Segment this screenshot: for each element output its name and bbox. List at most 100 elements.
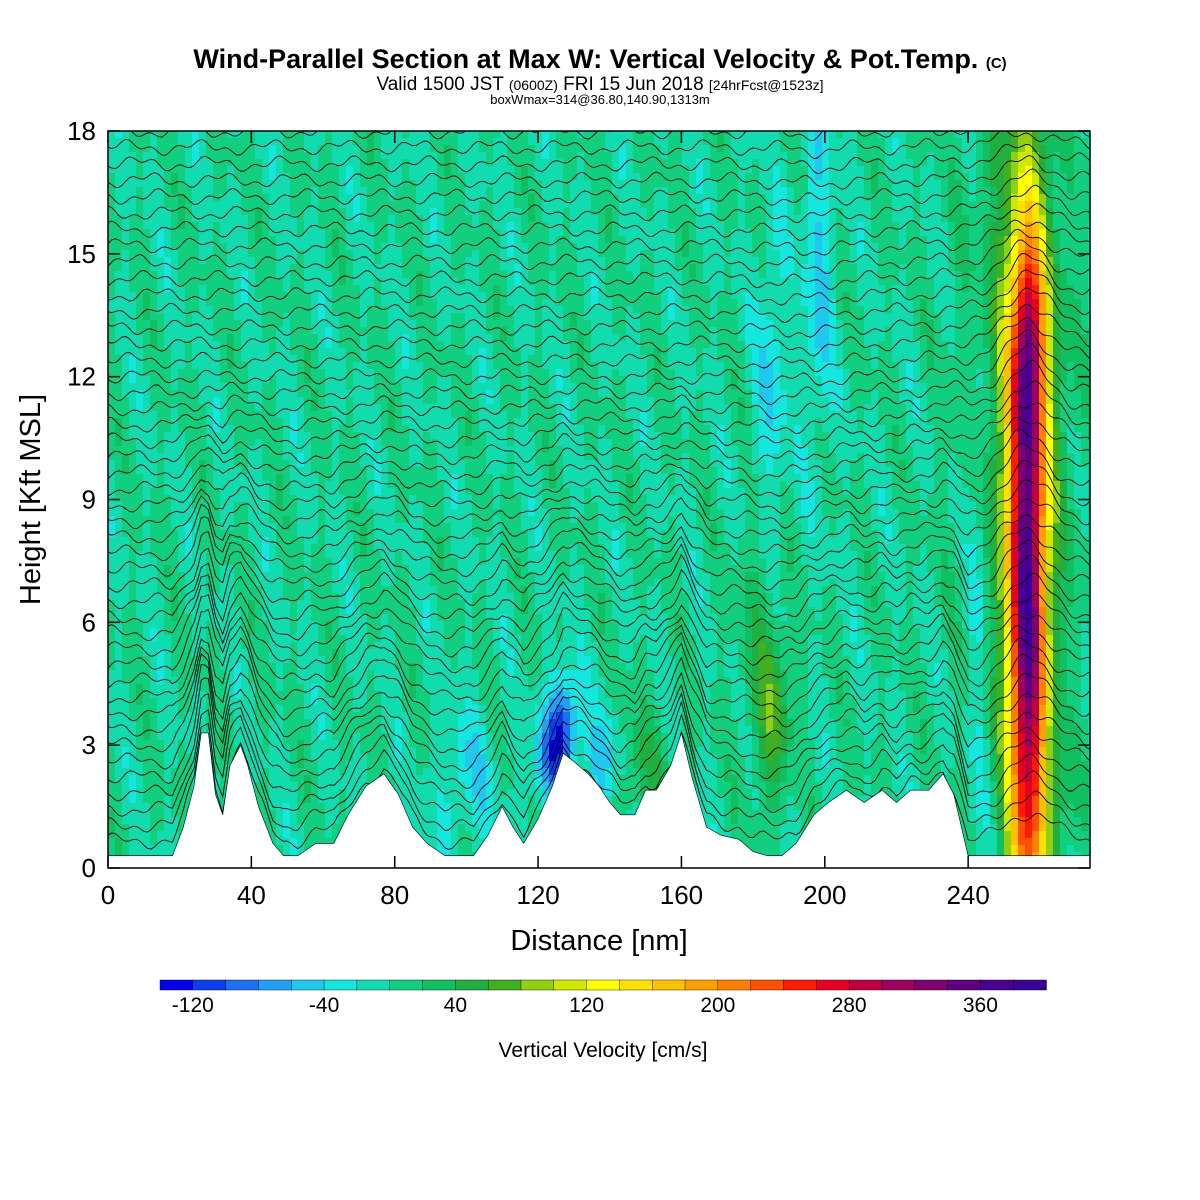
w-cell	[759, 306, 767, 314]
w-cell	[899, 145, 907, 153]
w-cell	[633, 208, 641, 216]
w-cell	[1088, 313, 1090, 321]
w-cell	[619, 229, 627, 237]
w-cell	[724, 194, 732, 202]
w-cell	[829, 173, 837, 181]
w-cell	[969, 327, 977, 335]
w-cell	[850, 250, 858, 258]
w-cell	[374, 229, 382, 237]
w-cell	[199, 250, 207, 258]
w-cell	[507, 138, 515, 146]
w-cell	[381, 334, 389, 342]
w-cell	[773, 201, 781, 209]
w-cell	[703, 285, 711, 293]
w-cell	[1004, 243, 1012, 251]
w-cell	[703, 243, 711, 251]
w-cell	[864, 159, 872, 167]
w-cell	[654, 236, 662, 244]
w-cell	[584, 313, 592, 321]
w-cell	[689, 285, 697, 293]
w-cell	[822, 243, 830, 251]
w-cell	[423, 131, 431, 139]
w-cell	[514, 208, 522, 216]
w-cell	[871, 299, 879, 307]
w-cell	[318, 166, 326, 174]
w-cell	[514, 292, 522, 300]
w-cell	[178, 271, 186, 279]
w-cell	[157, 180, 165, 188]
w-cell	[416, 229, 424, 237]
w-cell	[437, 306, 445, 314]
w-cell	[500, 285, 508, 293]
w-cell	[444, 292, 452, 300]
w-cell	[136, 327, 144, 335]
w-cell	[976, 145, 984, 153]
w-cell	[318, 355, 326, 363]
w-cell	[311, 131, 319, 139]
w-cell	[248, 320, 256, 328]
w-cell	[171, 271, 179, 279]
w-cell	[563, 131, 571, 139]
w-cell	[675, 320, 683, 328]
w-cell	[619, 173, 627, 181]
w-cell	[437, 145, 445, 153]
w-cell	[843, 250, 851, 258]
w-cell	[374, 334, 382, 342]
w-cell	[241, 229, 249, 237]
w-cell	[780, 264, 788, 272]
w-cell	[437, 138, 445, 146]
w-cell	[983, 187, 991, 195]
w-cell	[178, 194, 186, 202]
w-cell	[290, 299, 298, 307]
w-cell	[1011, 131, 1019, 139]
w-cell	[234, 194, 242, 202]
w-cell	[388, 348, 396, 356]
w-cell	[241, 159, 249, 167]
w-cell	[367, 313, 375, 321]
w-cell	[913, 341, 921, 349]
w-cell	[689, 236, 697, 244]
w-cell	[1025, 292, 1033, 300]
w-cell	[535, 173, 543, 181]
w-cell	[976, 152, 984, 160]
w-cell	[374, 271, 382, 279]
w-cell	[864, 313, 872, 321]
w-cell	[780, 243, 788, 251]
w-cell	[129, 138, 137, 146]
w-cell	[948, 313, 956, 321]
w-cell	[458, 208, 466, 216]
w-cell	[346, 166, 354, 174]
w-cell	[311, 215, 319, 223]
w-cell	[878, 187, 886, 195]
w-cell	[997, 285, 1005, 293]
w-cell	[1060, 222, 1068, 230]
w-cell	[864, 173, 872, 181]
w-cell	[934, 243, 942, 251]
w-cell	[850, 215, 858, 223]
w-cell	[311, 145, 319, 153]
w-cell	[801, 194, 809, 202]
w-cell	[458, 369, 466, 377]
w-cell	[605, 222, 613, 230]
w-cell	[766, 278, 774, 286]
w-cell	[164, 208, 172, 216]
w-cell	[115, 180, 123, 188]
w-cell	[353, 278, 361, 286]
w-cell	[619, 187, 627, 195]
w-cell	[262, 187, 270, 195]
w-cell	[381, 194, 389, 202]
w-cell	[892, 369, 900, 377]
w-cell	[304, 138, 312, 146]
w-cell	[241, 348, 249, 356]
w-cell	[759, 355, 767, 363]
w-cell	[878, 180, 886, 188]
w-cell	[346, 222, 354, 230]
w-cell	[374, 299, 382, 307]
w-cell	[822, 236, 830, 244]
w-cell	[402, 229, 410, 237]
w-cell	[332, 201, 340, 209]
w-cell	[976, 166, 984, 174]
w-cell	[731, 264, 739, 272]
w-cell	[850, 138, 858, 146]
w-cell	[752, 222, 760, 230]
